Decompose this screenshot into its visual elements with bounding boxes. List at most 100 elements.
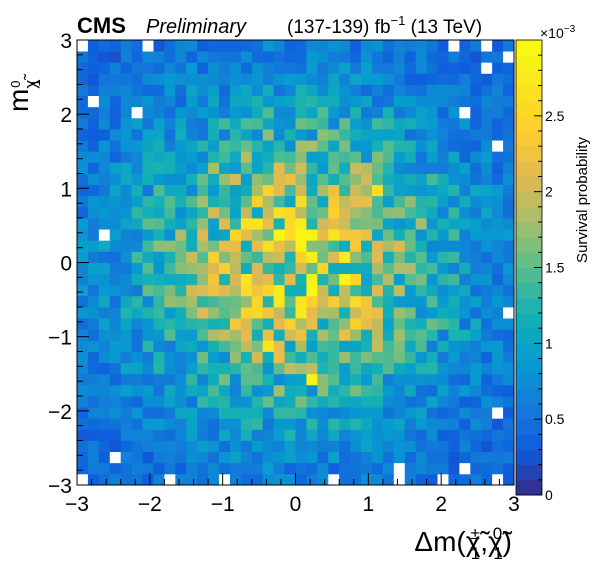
heatmap-cell bbox=[492, 229, 503, 241]
heatmap-cell bbox=[143, 463, 154, 475]
heatmap-cell bbox=[110, 229, 121, 241]
heatmap-cell bbox=[361, 185, 372, 197]
heatmap-cell bbox=[241, 418, 252, 430]
x-label-chargino-sub: 1 bbox=[471, 544, 480, 563]
heatmap-cell bbox=[306, 196, 317, 208]
heatmap-cell bbox=[438, 218, 449, 230]
heatmap-cell bbox=[306, 162, 317, 174]
heatmap-cell bbox=[328, 418, 339, 430]
color-bar-band bbox=[516, 404, 542, 420]
heatmap-cell bbox=[263, 174, 274, 186]
heatmap-cell bbox=[153, 374, 164, 386]
heatmap-cell bbox=[121, 85, 132, 97]
heatmap-cell bbox=[241, 40, 252, 52]
heatmap-cell bbox=[263, 429, 274, 441]
heatmap-cell bbox=[503, 151, 514, 163]
heatmap-cell bbox=[350, 207, 361, 219]
heatmap-cell bbox=[481, 263, 492, 275]
heatmap-cell bbox=[328, 85, 339, 97]
heatmap-cell bbox=[317, 107, 328, 119]
heatmap-cell bbox=[339, 185, 350, 197]
heatmap-cell bbox=[306, 51, 317, 63]
heatmap-cell bbox=[405, 352, 416, 364]
heatmap-cell bbox=[153, 240, 164, 252]
heatmap-cell bbox=[241, 162, 252, 174]
heatmap-cell bbox=[186, 352, 197, 364]
heatmap-cell bbox=[99, 285, 110, 297]
heatmap-cell bbox=[274, 40, 285, 52]
heatmap-cell bbox=[143, 418, 154, 430]
heatmap-cell bbox=[99, 174, 110, 186]
heatmap-cell bbox=[252, 441, 263, 453]
heatmap-cell bbox=[438, 96, 449, 108]
heatmap-cell bbox=[361, 62, 372, 74]
heatmap-cell bbox=[208, 218, 219, 230]
heatmap-cell bbox=[394, 96, 405, 108]
heatmap-cell bbox=[252, 185, 263, 197]
heatmap-cell bbox=[470, 441, 481, 453]
heatmap-cell bbox=[317, 274, 328, 286]
heatmap-cell bbox=[383, 340, 394, 352]
heatmap-cell bbox=[77, 140, 88, 152]
heatmap-cell bbox=[459, 452, 470, 464]
heatmap-cell bbox=[121, 129, 132, 141]
heatmap-cell bbox=[503, 207, 514, 219]
heatmap-cell bbox=[427, 441, 438, 453]
heatmap-cell bbox=[132, 62, 143, 74]
y-label-neutralino-sup: 0 bbox=[8, 81, 23, 88]
heatmap-cell bbox=[448, 340, 459, 352]
heatmap-cell bbox=[77, 251, 88, 263]
heatmap-cell bbox=[99, 429, 110, 441]
heatmap-cell bbox=[416, 418, 427, 430]
heatmap-cell bbox=[252, 352, 263, 364]
heatmap-cell bbox=[285, 452, 296, 464]
heatmap-cell bbox=[274, 329, 285, 341]
heatmap-cell bbox=[252, 396, 263, 408]
heatmap-cell bbox=[470, 207, 481, 219]
z-tick-label: 0.5 bbox=[545, 411, 565, 427]
heatmap-cell bbox=[350, 452, 361, 464]
heatmap-cell bbox=[503, 218, 514, 230]
heatmap-cell bbox=[416, 452, 427, 464]
heatmap-cell bbox=[164, 185, 175, 197]
heatmap-cell bbox=[481, 62, 492, 74]
heatmap-cell bbox=[361, 452, 372, 464]
heatmap-cell bbox=[416, 263, 427, 275]
heatmap-cell bbox=[208, 174, 219, 186]
heatmap-cell bbox=[405, 296, 416, 308]
heatmap-cell bbox=[448, 185, 459, 197]
heatmap-cell bbox=[99, 207, 110, 219]
heatmap-cell bbox=[361, 162, 372, 174]
heatmap-cell bbox=[219, 62, 230, 74]
heatmap-cell bbox=[241, 463, 252, 475]
heatmap-cell bbox=[143, 151, 154, 163]
heatmap-cell bbox=[394, 118, 405, 130]
heatmap-cell bbox=[361, 107, 372, 119]
heatmap-cell bbox=[241, 129, 252, 141]
heatmap-cell bbox=[197, 352, 208, 364]
heatmap-cell bbox=[230, 96, 241, 108]
heatmap-cell bbox=[219, 96, 230, 108]
heatmap-cell bbox=[438, 140, 449, 152]
heatmap-cell bbox=[339, 296, 350, 308]
heatmap-cell bbox=[208, 73, 219, 85]
heatmap-cell bbox=[263, 363, 274, 375]
heatmap-cell bbox=[285, 318, 296, 330]
heatmap-cell bbox=[492, 151, 503, 163]
heatmap-cell bbox=[416, 162, 427, 174]
z-tick-label: 0 bbox=[545, 487, 553, 503]
heatmap-cell bbox=[274, 140, 285, 152]
heatmap-cell bbox=[241, 229, 252, 241]
heatmap-cell bbox=[350, 140, 361, 152]
heatmap-cell bbox=[219, 385, 230, 397]
heatmap-cell bbox=[110, 251, 121, 263]
heatmap-cell bbox=[175, 463, 186, 475]
heatmap-cell bbox=[372, 129, 383, 141]
heatmap-cell bbox=[503, 240, 514, 252]
heatmap-cell bbox=[394, 40, 405, 52]
heatmap-cell bbox=[121, 218, 132, 230]
heatmap-cell bbox=[296, 196, 307, 208]
heatmap-cell bbox=[383, 129, 394, 141]
heatmap-cell bbox=[350, 218, 361, 230]
heatmap-cell bbox=[448, 407, 459, 419]
